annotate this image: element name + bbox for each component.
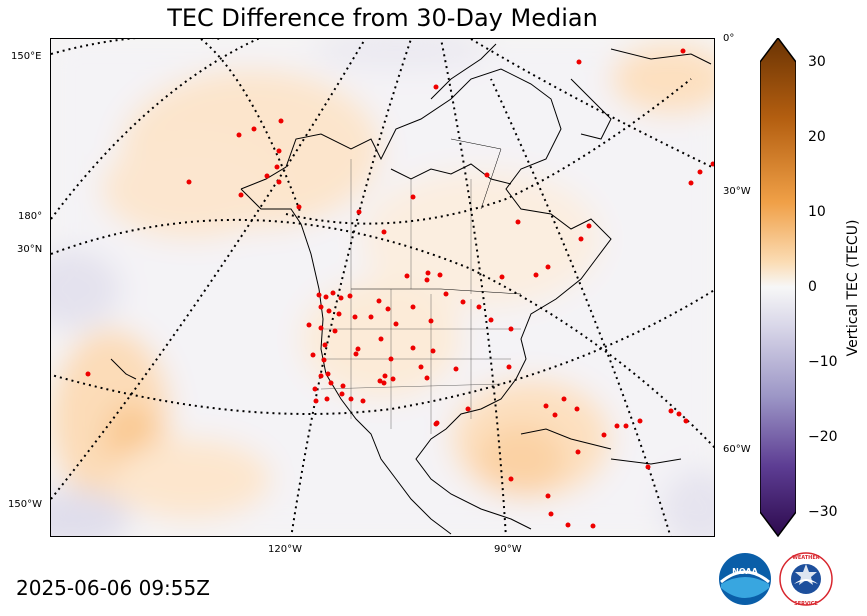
- lon-label-180: 180°: [18, 211, 43, 222]
- svg-text:NOAA: NOAA: [732, 567, 758, 576]
- colorbar-label: Vertical TEC (TECU): [845, 219, 861, 357]
- lat-label-30n: 30°N: [17, 244, 43, 255]
- lon-label-120w: 120°W: [268, 544, 302, 555]
- lon-label-150e: 150°E: [11, 51, 42, 62]
- colorbar-tick: 0: [808, 279, 817, 295]
- lon-label-150w: 150°W: [8, 499, 42, 510]
- colorbar-graphic: [759, 36, 802, 538]
- lon-label-0: 0°: [723, 33, 735, 44]
- agency-logos-graphic: NOAA WEATHER SERVICE: [719, 552, 833, 607]
- nws-logo: WEATHER SERVICE: [779, 552, 833, 607]
- coastlines: [110, 43, 712, 535]
- colorbar-tick: −30: [808, 504, 838, 520]
- colorbar-tick: −10: [808, 354, 838, 370]
- map-title: TEC Difference from 30-Day Median: [167, 4, 598, 32]
- tec-anomaly-field: [51, 39, 714, 536]
- agency-logos: NOAA WEATHER SERVICE: [718, 548, 838, 614]
- colorbar-tick: 30: [808, 54, 826, 70]
- colorbar-tick: 20: [808, 129, 826, 145]
- timestamp: 2025-06-06 09:55Z: [16, 576, 210, 600]
- colorbar-tick: −20: [808, 429, 838, 445]
- lon-label-90w: 90°W: [494, 544, 522, 555]
- colorbar-tick: 10: [808, 204, 826, 220]
- tec-map: [50, 38, 715, 537]
- graticule: [51, 39, 714, 536]
- svg-text:WEATHER: WEATHER: [792, 555, 819, 561]
- tec-map-canvas: [51, 39, 714, 536]
- lon-label-30w: 30°W: [723, 186, 751, 197]
- lon-label-60w: 60°W: [723, 444, 751, 455]
- gnss-stations: [85, 48, 714, 529]
- svg-text:SERVICE: SERVICE: [794, 601, 818, 607]
- noaa-logo: NOAA: [719, 553, 771, 605]
- colorbar: [759, 36, 802, 538]
